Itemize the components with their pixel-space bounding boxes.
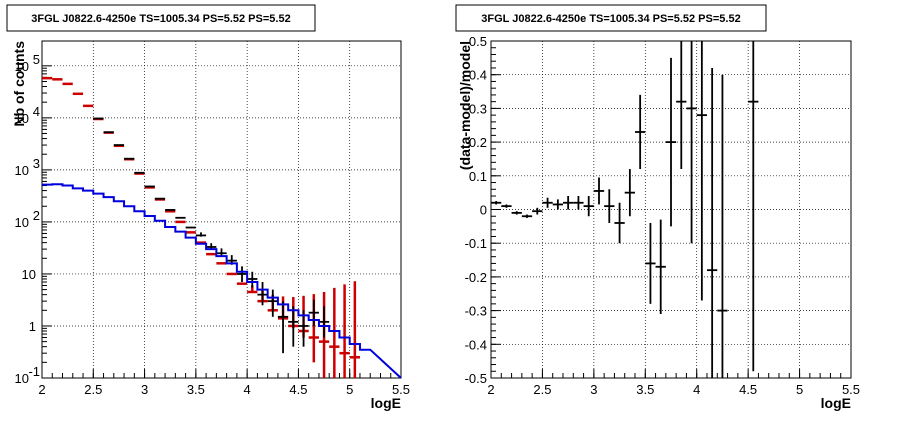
right-y-tick-label: 0.1 <box>469 169 487 184</box>
left-grid <box>42 41 401 378</box>
right-x-tick-label: 4.5 <box>739 382 757 397</box>
right-y-tick-label: 0.5 <box>469 34 487 49</box>
left-x-tick-label: 3.5 <box>187 382 205 397</box>
left-y-tick-label: 10 <box>22 267 36 282</box>
left-y-tick-exponent: 3 <box>33 156 40 171</box>
left-x-tick-label: 2.5 <box>84 382 102 397</box>
left-series <box>42 76 402 379</box>
right-y-tick-label: -0.4 <box>465 337 487 352</box>
right-y-tick-label: -0.5 <box>465 371 487 386</box>
left-y-tick-label: 10 <box>15 59 29 74</box>
left-x-tick-label: 3 <box>141 382 148 397</box>
right-panel: 3FGL J0822.6-4250e TS=1005.34 PS=5.52 PS… <box>455 4 860 411</box>
right-title: 3FGL J0822.6-4250e TS=1005.34 PS=5.52 PS… <box>481 13 740 25</box>
right-ticks: 2 2.5 3 3.5 4 4.5 5 5.5 -0.5 -0.4 -0.3 -0.2 -0.1 0 0.1… <box>465 34 860 397</box>
right-y-tick-label: 0.4 <box>469 68 487 83</box>
left-step-line <box>42 183 402 379</box>
left-ylabel: Nb of counts <box>11 41 27 127</box>
right-y-tick-label: -0.2 <box>465 270 487 285</box>
left-x-tick-label: 5 <box>346 382 353 397</box>
right-x-tick-label: 4 <box>693 382 700 397</box>
left-xlabel: logE <box>371 395 401 411</box>
right-x-tick-label: 2.5 <box>533 382 551 397</box>
right-series <box>491 41 759 378</box>
right-y-tick-label: 0 <box>480 203 487 218</box>
right-x-tick-label: 2 <box>487 382 494 397</box>
left-y-tick-label: 10 <box>15 111 29 126</box>
left-title-box <box>6 4 316 32</box>
right-y-tick-label: -0.3 <box>465 304 487 319</box>
right-x-tick-label: 3.5 <box>636 382 654 397</box>
right-x-tick-label: 5 <box>796 382 803 397</box>
right-xlabel: logE <box>821 395 851 411</box>
left-y-tick-label: 10 <box>15 215 29 230</box>
left-panel: 3FGL J0822.6-4250e TS=1005.34 PS=5.52 PS… <box>6 4 411 411</box>
left-y-tick-exponent: 5 <box>33 52 40 67</box>
left-x-tick-label: 5.5 <box>392 382 410 397</box>
right-x-tick-label: 3 <box>590 382 597 397</box>
right-x-tick-label: 5.5 <box>842 382 860 397</box>
left-plot-frame <box>41 40 402 379</box>
right-y-tick-label: -0.1 <box>465 236 487 251</box>
left-title: 3FGL J0822.6-4250e TS=1005.34 PS=5.52 PS… <box>31 13 290 25</box>
left-y-tick-label: 10 <box>15 371 29 386</box>
left-x-tick-label: 2 <box>38 382 45 397</box>
right-y-tick-label: 0.2 <box>469 135 487 150</box>
left-y-tick-label: 10 <box>15 163 29 178</box>
left-y-tick-exponent: -1 <box>28 364 40 379</box>
left-x-tick-label: 4.5 <box>289 382 307 397</box>
right-ylabel: (data-model)/model <box>457 41 473 170</box>
left-x-tick-label: 4 <box>244 382 251 397</box>
left-y-tick-label: 1 <box>29 319 36 334</box>
right-y-tick-label: 0.3 <box>469 101 487 116</box>
right-title-box <box>455 4 767 32</box>
left-y-tick-exponent: 2 <box>33 208 40 223</box>
left-y-tick-exponent: 4 <box>33 104 40 119</box>
